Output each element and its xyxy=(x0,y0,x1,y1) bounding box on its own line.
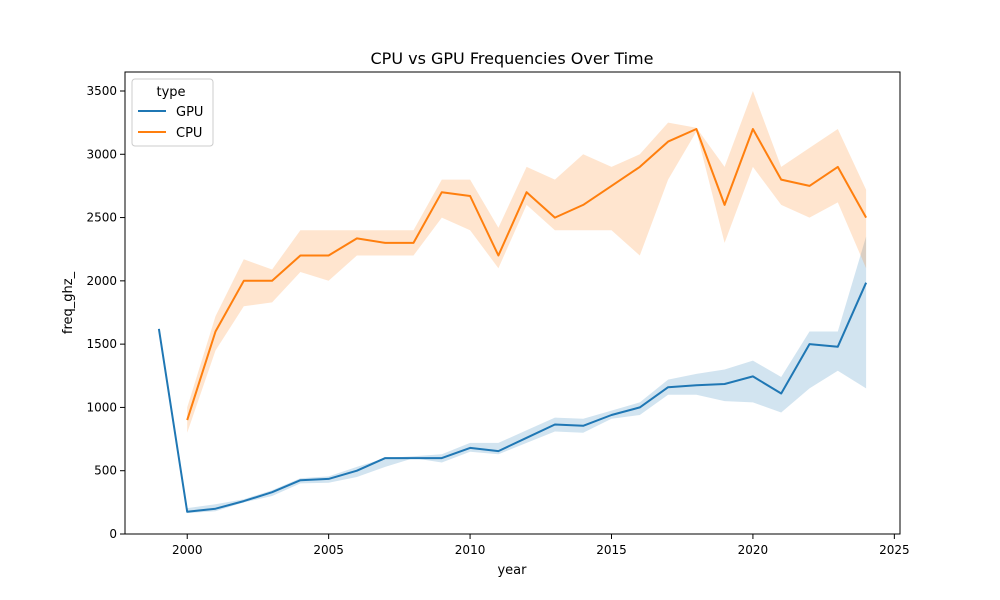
y-tick-label: 3000 xyxy=(86,147,117,161)
series-lines xyxy=(157,128,868,513)
plot-frame xyxy=(124,71,901,535)
chart-title: CPU vs GPU Frequencies Over Time xyxy=(371,49,654,68)
y-tick-label: 3500 xyxy=(86,84,117,98)
y-tick-label: 500 xyxy=(94,464,117,478)
y-axis-label: freq_ghz_ xyxy=(61,271,76,334)
legend-box xyxy=(131,78,214,147)
legend-label-cpu: CPU xyxy=(176,126,202,141)
x-axis-label: year xyxy=(497,563,527,578)
gpu-line xyxy=(157,282,868,513)
cpu-confidence-band xyxy=(187,91,867,433)
y-tick-label: 2000 xyxy=(86,274,117,288)
y-tick-label: 0 xyxy=(109,527,117,541)
legend: type GPU CPU xyxy=(131,78,214,147)
legend-title: type xyxy=(156,85,185,100)
x-tick-label: 2000 xyxy=(172,543,203,557)
x-tick-label: 2020 xyxy=(738,543,769,557)
legend-label-gpu: GPU xyxy=(176,105,203,120)
x-tick-label: 2010 xyxy=(455,543,486,557)
y-axis: 0 500 1000 1500 2000 2500 3000 3500 xyxy=(86,84,125,541)
y-tick-label: 1000 xyxy=(86,400,117,414)
x-tick-label: 2015 xyxy=(596,543,627,557)
x-axis: 2000 2005 2010 2015 2020 2025 xyxy=(172,534,910,557)
x-tick-label: 2005 xyxy=(313,543,344,557)
gpu-confidence-band xyxy=(158,236,867,514)
confidence-bands xyxy=(158,91,867,514)
x-tick-label: 2025 xyxy=(879,543,910,557)
cpu-line xyxy=(186,128,867,421)
y-tick-label: 2500 xyxy=(86,211,117,225)
y-tick-label: 1500 xyxy=(86,337,117,351)
